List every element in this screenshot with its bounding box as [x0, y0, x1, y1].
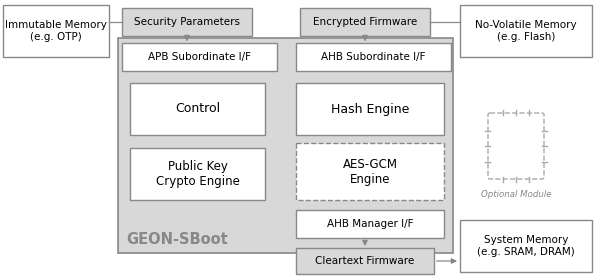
Text: AHB Manager I/F: AHB Manager I/F [327, 219, 413, 229]
FancyBboxPatch shape [3, 5, 109, 57]
Text: AHB Subordinate I/F: AHB Subordinate I/F [321, 52, 426, 62]
FancyBboxPatch shape [296, 210, 444, 238]
Text: Immutable Memory
(e.g. OTP): Immutable Memory (e.g. OTP) [5, 20, 107, 42]
FancyBboxPatch shape [122, 43, 277, 71]
FancyBboxPatch shape [296, 143, 444, 200]
Text: APB Subordinate I/F: APB Subordinate I/F [148, 52, 251, 62]
FancyBboxPatch shape [460, 220, 592, 272]
FancyBboxPatch shape [296, 248, 434, 274]
Text: Encrypted Firmware: Encrypted Firmware [313, 17, 417, 27]
Text: Hash Engine: Hash Engine [331, 103, 409, 115]
FancyBboxPatch shape [296, 83, 444, 135]
Text: AES-GCM
Engine: AES-GCM Engine [343, 158, 398, 185]
Text: Security Parameters: Security Parameters [134, 17, 240, 27]
FancyBboxPatch shape [130, 148, 265, 200]
FancyBboxPatch shape [300, 8, 430, 36]
Text: Public Key
Crypto Engine: Public Key Crypto Engine [155, 160, 239, 188]
FancyBboxPatch shape [122, 8, 252, 36]
FancyBboxPatch shape [130, 83, 265, 135]
Text: Control: Control [175, 103, 220, 115]
FancyBboxPatch shape [460, 5, 592, 57]
FancyBboxPatch shape [296, 43, 451, 71]
Text: GEON-SBoot: GEON-SBoot [126, 232, 228, 247]
FancyBboxPatch shape [488, 113, 544, 179]
FancyBboxPatch shape [118, 38, 453, 253]
Text: System Memory
(e.g. SRAM, DRAM): System Memory (e.g. SRAM, DRAM) [477, 235, 575, 257]
Text: No-Volatile Memory
(e.g. Flash): No-Volatile Memory (e.g. Flash) [475, 20, 577, 42]
Text: Cleartext Firmware: Cleartext Firmware [316, 256, 415, 266]
Text: Optional Module: Optional Module [481, 190, 551, 199]
